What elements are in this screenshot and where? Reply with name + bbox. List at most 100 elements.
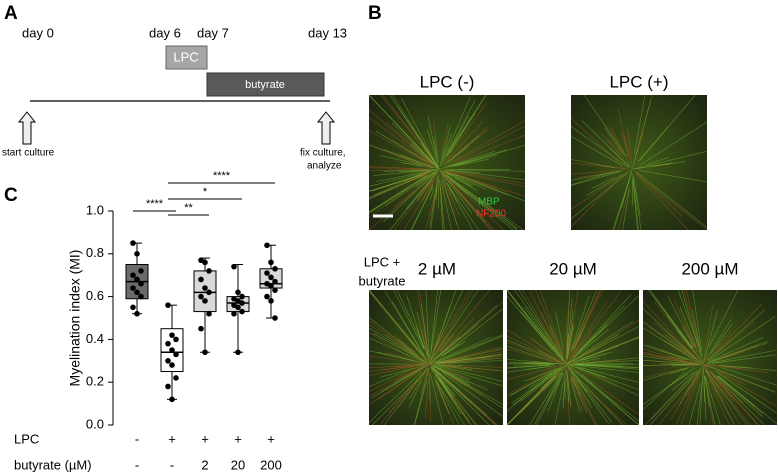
fiber <box>382 94 435 164</box>
fiber <box>449 120 526 164</box>
fiber <box>566 332 569 359</box>
fiber <box>570 289 597 352</box>
fiber <box>642 371 686 410</box>
point <box>268 259 274 266</box>
micrographs <box>368 94 778 426</box>
fiber <box>654 301 701 361</box>
fiber <box>686 373 699 397</box>
fiber <box>699 365 704 426</box>
fiber <box>574 325 586 349</box>
fiber <box>429 304 498 364</box>
fiber <box>458 169 526 172</box>
point <box>173 375 179 381</box>
fiber <box>368 117 438 168</box>
fiber <box>519 374 557 415</box>
fiber <box>442 377 497 426</box>
fiber <box>622 188 630 231</box>
fiber <box>705 303 763 362</box>
fiber <box>635 162 673 169</box>
fiber <box>454 144 526 167</box>
point <box>235 349 241 356</box>
fiber <box>567 289 623 362</box>
fiber <box>570 170 631 210</box>
fiber <box>579 367 640 397</box>
fiber <box>385 171 436 207</box>
point <box>198 276 204 283</box>
fiber <box>709 370 765 425</box>
x-label: - <box>170 457 174 472</box>
fiber <box>638 94 696 162</box>
fiber <box>513 364 553 366</box>
fiber <box>684 325 698 353</box>
y-tick-label: 0.6 <box>86 288 104 303</box>
fiber <box>608 139 621 155</box>
fiber <box>506 339 565 364</box>
fiber <box>416 326 425 349</box>
fiber <box>445 169 525 180</box>
fiber <box>554 369 567 426</box>
fiber <box>532 361 562 365</box>
butyrate-label: butyrate <box>245 79 285 91</box>
fiber <box>439 334 454 352</box>
fiber <box>437 357 504 365</box>
y-axis-title: Myelination index (MI) <box>67 250 83 387</box>
fiber <box>524 367 557 382</box>
fiber <box>447 360 504 364</box>
point <box>206 310 212 317</box>
fiber <box>523 306 566 363</box>
point <box>130 272 136 279</box>
fiber <box>679 306 697 348</box>
fiber <box>714 321 755 355</box>
fiber <box>446 175 493 212</box>
fiber <box>409 144 434 165</box>
fiber <box>433 376 450 414</box>
fiber <box>414 380 428 426</box>
fiber <box>430 364 488 391</box>
fiber <box>570 126 630 169</box>
day-label: day 7 <box>197 25 229 40</box>
fiber <box>569 289 601 354</box>
start-label: start culture <box>2 148 55 159</box>
fiber <box>439 150 495 170</box>
fiber <box>566 365 597 426</box>
row-label: butyrate <box>359 273 406 288</box>
fiber <box>533 378 560 426</box>
fiber <box>540 375 555 389</box>
fiber <box>707 309 766 361</box>
fiber <box>688 383 701 426</box>
fiber <box>405 172 437 210</box>
point <box>264 270 270 276</box>
point <box>169 347 175 353</box>
point <box>165 302 171 308</box>
fiber <box>438 365 504 382</box>
day-label: day 6 <box>149 25 181 40</box>
fiber <box>368 350 425 364</box>
fiber <box>617 108 629 153</box>
fiber <box>717 375 755 407</box>
fiber <box>539 289 564 354</box>
fiber <box>368 170 435 192</box>
fiber <box>506 329 561 363</box>
fiber <box>430 188 434 200</box>
fiber <box>368 289 424 356</box>
fiber <box>425 289 430 361</box>
fiber <box>628 136 631 151</box>
fiber <box>414 367 430 426</box>
fiber <box>705 318 732 361</box>
fiber <box>566 329 609 365</box>
fiber <box>368 169 438 213</box>
stain-label: MBP <box>478 197 500 208</box>
fiber <box>440 180 452 231</box>
fiber <box>368 144 421 164</box>
fiber <box>445 366 487 373</box>
fiber <box>506 364 565 380</box>
point <box>130 240 136 246</box>
fiber <box>683 289 701 351</box>
fiber <box>572 305 626 358</box>
fiber <box>509 361 552 364</box>
fiber <box>429 337 449 364</box>
fiber <box>642 360 695 365</box>
fiber <box>566 377 570 426</box>
fiber <box>438 178 440 208</box>
point <box>202 298 208 304</box>
